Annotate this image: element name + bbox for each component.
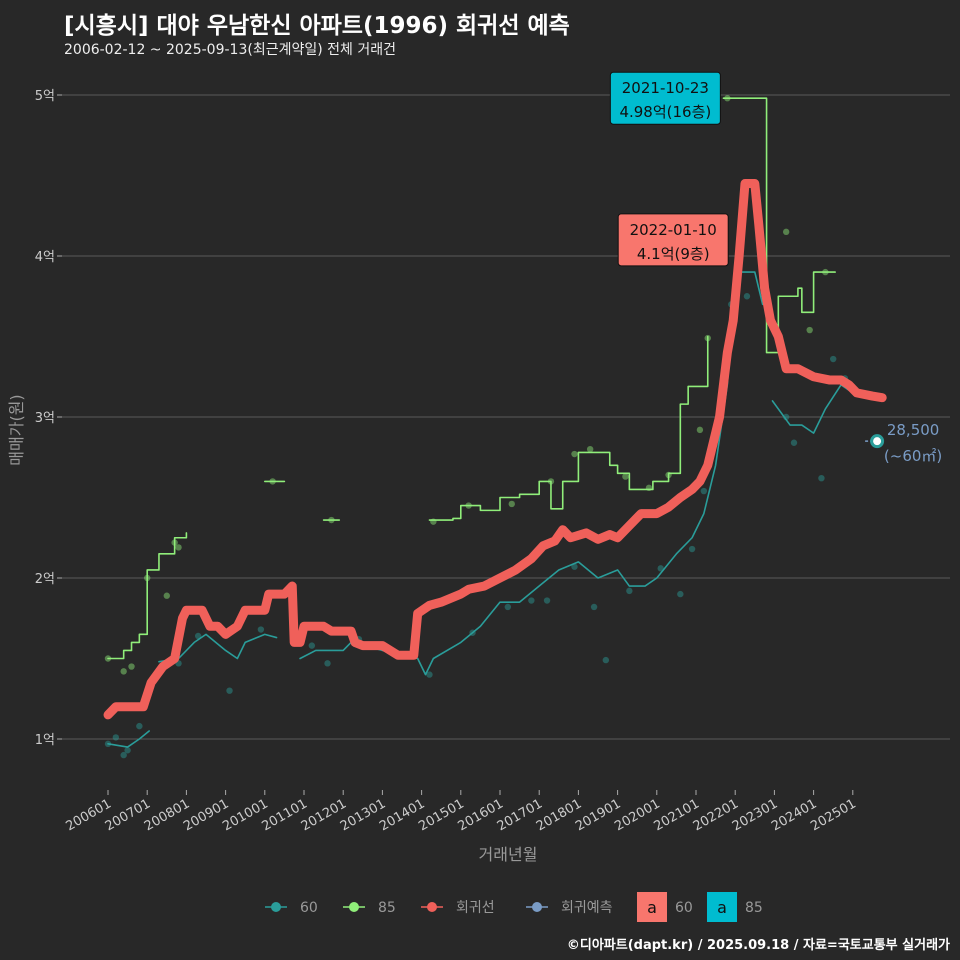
scatter-point-s60: [571, 563, 578, 570]
legend-label: 회귀예측: [561, 900, 613, 916]
scatter-point-s60: [257, 626, 265, 633]
y-tick-label: 5억: [35, 89, 55, 104]
scatter-point-s60: [688, 545, 696, 553]
legend-label: 85: [378, 900, 396, 916]
legend-label: 60: [300, 900, 318, 916]
series-line-s60: [107, 730, 150, 748]
scatter-point-s85: [163, 592, 170, 599]
legend-marker-s85: [349, 902, 359, 912]
scatter-point-s60: [590, 603, 598, 611]
legend-marker-s60: [271, 902, 281, 912]
series-line-s85: [107, 532, 188, 660]
legend-label: 회귀선: [456, 900, 495, 916]
series-line-s85: [428, 335, 709, 521]
scatter-point-s85: [120, 668, 127, 675]
footer-credit: ©디아파트(dapt.kr) / 2025.09.18 / 자료=국토교통부 실…: [566, 938, 950, 953]
series-line-s85: [722, 97, 836, 354]
annotation-value: 4.1억(9층): [637, 245, 710, 263]
scatter-point-s60: [194, 632, 202, 640]
series-line-s60: [299, 271, 764, 676]
scatter-point-s60: [677, 590, 684, 598]
scatter-point-s60: [790, 439, 798, 446]
scatter-point-s60: [602, 656, 610, 664]
prediction-label: 28,500: [887, 421, 940, 439]
legend-box-glyph: a: [717, 898, 727, 917]
series-line-s60: [158, 633, 278, 663]
legend-box-label: 60: [675, 900, 693, 916]
y-tick-label: 3억: [35, 411, 55, 426]
y-tick-label: 2억: [35, 572, 55, 587]
legend-marker-reg: [427, 902, 437, 912]
legend-box-label: 85: [745, 900, 763, 916]
scatter-point-s60: [830, 355, 837, 363]
annotation-box: [617, 213, 729, 267]
scatter-point-s85: [508, 500, 515, 508]
x-tick-label: 202501: [808, 796, 858, 834]
y-tick-label: 1억: [35, 733, 55, 748]
scatter-point-s60: [504, 603, 512, 611]
scatter-point-s60: [626, 587, 633, 595]
annotation-date: 2021-10-23: [622, 79, 709, 97]
scatter-point-s60: [324, 660, 331, 667]
scatter-point-s60: [743, 293, 751, 300]
scatter-point-s60: [818, 474, 825, 482]
annotation-date: 2022-01-10: [630, 221, 717, 239]
scatter-point-s85: [571, 450, 578, 458]
prediction-sublabel: (~60㎡): [884, 447, 942, 465]
chart-subtitle: 2006-02-12 ~ 2025-09-13(최근계약일) 전체 거래건: [64, 42, 396, 58]
scatter-point-s85: [128, 663, 135, 670]
scatter-point-s60: [528, 597, 535, 604]
scatter-point-s85: [622, 473, 629, 480]
scatter-point-s60: [124, 747, 131, 754]
series-line-s60: [771, 384, 854, 434]
chart-title: [시흥시] 대야 우남한신 아파트(1996) 회귀선 예측: [64, 13, 570, 39]
series-line-reg: [103, 179, 887, 720]
annotation-box: [609, 71, 721, 125]
scatter-point-s60: [308, 642, 316, 649]
y-tick-label: 4억: [35, 250, 55, 265]
y-axis-label: 매매가(원): [7, 394, 26, 465]
scatter-point-s60: [136, 722, 143, 730]
scatter-point-s85: [175, 544, 182, 551]
legend-box-box85: [707, 892, 737, 922]
scatter-point-s85: [782, 228, 790, 236]
annotation-value: 4.98억(16층): [619, 103, 711, 121]
scatter-point-s60: [426, 671, 433, 678]
scatter-point-s60: [120, 751, 127, 759]
prediction-point: [870, 434, 885, 449]
scatter-point-s85: [696, 426, 704, 434]
scatter-point-s85: [586, 446, 594, 453]
scatter-point-s60: [543, 597, 551, 604]
scatter-point-s85: [806, 326, 813, 334]
legend-box-box60: [637, 892, 667, 922]
scatter-point-s60: [700, 487, 708, 495]
legend-box-glyph: a: [647, 898, 657, 917]
x-axis-label: 거래년월: [479, 845, 538, 864]
scatter-point-s60: [112, 734, 120, 741]
scatter-point-s60: [226, 687, 233, 694]
legend-marker-pred: [532, 902, 542, 912]
